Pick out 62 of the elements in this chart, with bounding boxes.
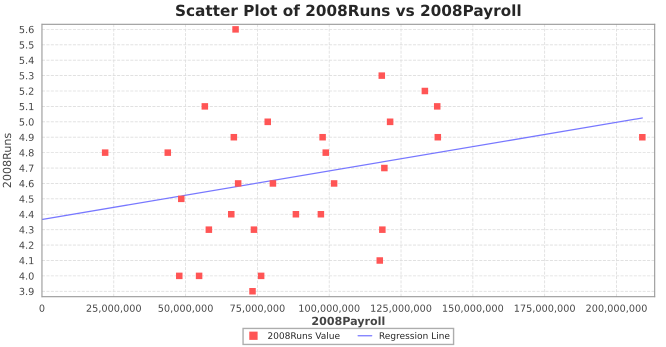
x-tick-label: 50,000,000: [158, 304, 213, 313]
x-tick-label: 75,000,000: [230, 304, 285, 313]
x-tick-label: 150,000,000: [442, 304, 504, 313]
point: [639, 134, 646, 140]
y-tick-label: 4.9: [19, 134, 34, 142]
y-tick-label: 5.5: [20, 41, 34, 49]
x-tick-label: 25,000,000: [86, 304, 141, 313]
point: [202, 103, 208, 110]
point: [378, 72, 386, 79]
point: [292, 211, 300, 218]
point: [176, 272, 183, 280]
point: [270, 180, 276, 187]
y-tick-label: 4.0: [19, 272, 34, 280]
y-tick-label: 4.6: [19, 180, 34, 188]
point: [318, 211, 324, 218]
point: [249, 288, 256, 295]
legend-label: Regression Line: [380, 332, 450, 341]
point: [376, 257, 384, 264]
point: [319, 134, 326, 140]
point: [196, 272, 202, 280]
point: [102, 149, 108, 156]
y-tick-label: 5.0: [20, 118, 34, 126]
point: [381, 164, 388, 172]
point: [258, 272, 264, 280]
y-axis-title: 2008Runs: [2, 133, 12, 188]
y-tick-label: 5.3: [20, 72, 34, 80]
y-tick-label: 4.7: [19, 164, 34, 172]
point: [230, 134, 238, 140]
point: [232, 26, 239, 33]
y-tick-label: 4.4: [19, 210, 34, 218]
y-tick-label: 4.1: [19, 257, 34, 264]
point: [250, 226, 258, 233]
point: [234, 180, 242, 187]
point: [422, 88, 428, 94]
y-tick-label: 5.6: [20, 26, 34, 34]
y-tick-label: 5.4: [20, 56, 34, 64]
x-tick-label: 125,000,000: [371, 304, 432, 313]
point: [264, 118, 271, 126]
y-tick-label: 4.5: [19, 195, 34, 203]
point: [164, 149, 172, 156]
point: [386, 118, 394, 126]
point: [322, 149, 330, 156]
y-tick-label: 3.9: [20, 288, 34, 296]
point: [206, 226, 212, 233]
y-tick-label: 4.8: [19, 149, 34, 156]
point: [178, 196, 185, 202]
point: [228, 211, 235, 218]
chart-title: Scatter Plot of 2008Runs vs 2008Payroll: [176, 4, 520, 20]
point: [434, 103, 440, 110]
y-tick-label: 5.1: [20, 103, 34, 110]
point: [330, 180, 338, 187]
y-tick-label: 4.3: [19, 226, 34, 234]
point: [434, 134, 442, 140]
point: [379, 226, 386, 233]
legend-label: 2008Runs Value: [268, 332, 340, 340]
x-tick-label: 200,000,000: [586, 304, 647, 313]
x-tick-label: 175,000,000: [514, 304, 575, 313]
x-axis-title: 2008Payroll: [312, 316, 384, 328]
x-tick-label: 0: [40, 304, 44, 312]
x-tick-label: 100,000,000: [299, 304, 360, 313]
y-tick-label: 4.2: [19, 242, 34, 249]
y-tick-label: 5.2: [20, 87, 34, 95]
